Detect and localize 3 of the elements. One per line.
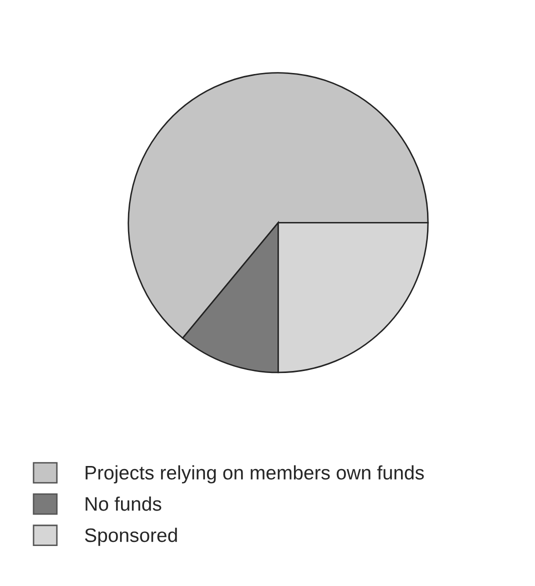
legend-label: Projects relying on members own funds [86,465,424,484]
legend-label: Sponsored [84,528,177,546]
legend-label: No funds [86,496,162,511]
